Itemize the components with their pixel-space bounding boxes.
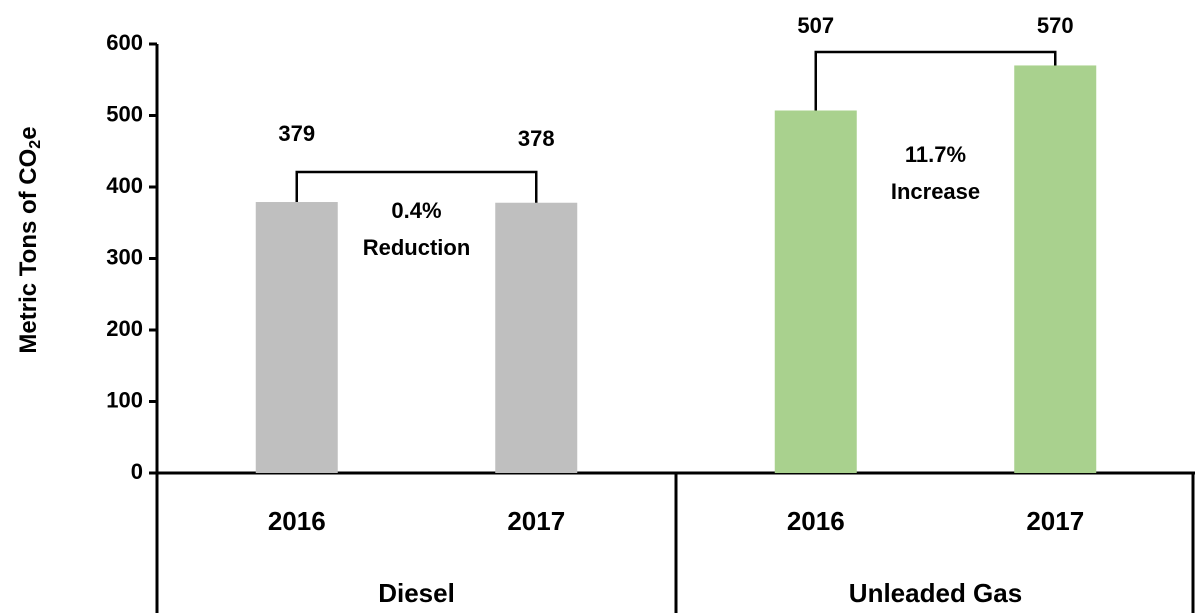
- bracket: [295, 170, 538, 203]
- x-tick-label: 2017: [507, 506, 565, 536]
- annotation: 0.4%: [391, 198, 441, 223]
- value-label: 379: [278, 121, 315, 146]
- group-label: Unleaded Gas: [849, 578, 1022, 608]
- y-label-text: Metric Tons of CO: [15, 149, 42, 354]
- value-label: 507: [797, 13, 834, 38]
- x-tick-label: 2016: [787, 506, 845, 536]
- value-label: 378: [518, 126, 555, 151]
- y-tick-label: 600: [106, 30, 143, 55]
- y-tick-label: 300: [106, 244, 143, 269]
- bar: [1014, 65, 1097, 473]
- y-tick-label: 500: [106, 101, 143, 126]
- group-label: Diesel: [378, 578, 455, 608]
- annotation: 11.7%: [905, 142, 966, 167]
- x-tick-label: 2017: [1026, 506, 1084, 536]
- y-label-suffix: e: [15, 126, 42, 139]
- y-label-sub: 2: [27, 140, 44, 149]
- bracket: [814, 50, 1057, 111]
- bar: [255, 202, 338, 473]
- y-tick-label: 200: [106, 316, 143, 341]
- annotation: Reduction: [363, 235, 471, 260]
- value-label: 570: [1037, 13, 1074, 38]
- bar: [774, 110, 857, 474]
- y-tick-label: 400: [106, 173, 143, 198]
- y-tick-label: 100: [106, 387, 143, 412]
- bar: [495, 202, 578, 474]
- y-axis-label: Metric Tons of CO2e: [15, 126, 44, 353]
- annotation: Increase: [891, 179, 980, 204]
- y-tick-label: 0: [131, 459, 143, 484]
- x-tick-label: 2016: [268, 506, 326, 536]
